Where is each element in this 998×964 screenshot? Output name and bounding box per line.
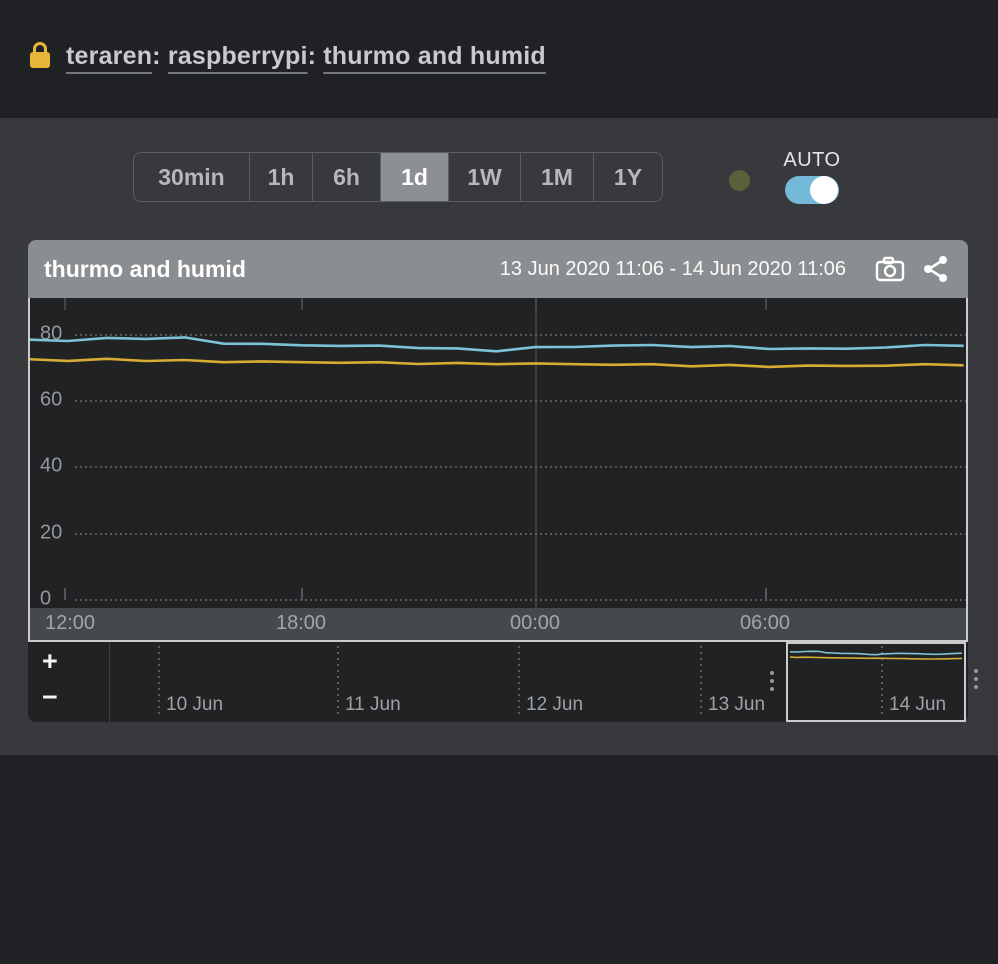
range-button-1W[interactable]: 1W — [449, 153, 521, 201]
x-tick-label: 18:00 — [275, 612, 327, 634]
plot-frame: 80 60 40 20 0 12:00 18:00 00:00 06:00 — [28, 298, 968, 642]
chart-lines — [30, 336, 964, 369]
range-button-1d[interactable]: 1d — [381, 153, 449, 201]
zoom-in-button[interactable]: + — [42, 646, 58, 676]
x-tick-label: 00:00 — [509, 612, 561, 634]
breadcrumb-link-raspberrypi[interactable]: raspberrypi — [167, 42, 308, 70]
gridline-60 — [75, 400, 966, 402]
range-button-30min[interactable]: 30min — [134, 153, 250, 201]
day-label: 12 Jun — [526, 694, 584, 715]
plot-area[interactable]: 80 60 40 20 0 — [30, 298, 966, 608]
chart-title: thurmo and humid — [44, 255, 246, 282]
toggle-knob — [810, 176, 838, 204]
timeline-navigator: + − 10 Jun 11 Jun 12 Jun 13 Jun 14 Jun — [28, 642, 968, 722]
auto-label: AUTO — [783, 149, 841, 171]
zoom-controls: + − — [28, 642, 110, 722]
zoom-out-button[interactable]: − — [42, 682, 58, 712]
auto-toggle[interactable] — [785, 176, 839, 204]
range-button-1M[interactable]: 1M — [521, 153, 594, 201]
breadcrumb-link-chart[interactable]: thurmo and humid — [323, 42, 546, 70]
chart-card: thurmo and humid 13 Jun 2020 11:06 - 14 … — [28, 240, 968, 722]
range-button-6h[interactable]: 6h — [313, 153, 381, 201]
chart-date-range: 13 Jun 2020 11:06 - 14 Jun 2020 11:06 — [499, 257, 846, 280]
gridline-20 — [75, 533, 966, 535]
day-separator — [881, 646, 883, 718]
legend-panel: di-inside di-out humid-inside humid-out … — [0, 755, 998, 964]
share-icon[interactable] — [920, 253, 952, 285]
x-axis-band: 12:00 18:00 00:00 06:00 — [30, 608, 966, 640]
day-separator — [518, 646, 520, 718]
breadcrumb: teraren: raspberrypi: thurmo and humid — [66, 42, 546, 71]
navigator-selection[interactable] — [786, 642, 966, 722]
chart-card-header: thurmo and humid 13 Jun 2020 11:06 - 14 … — [28, 240, 968, 298]
midnight-gridline — [535, 298, 537, 608]
x-tick-label: 06:00 — [739, 612, 791, 634]
selection-left-handle-icon[interactable] — [770, 671, 774, 691]
day-separator — [158, 646, 160, 718]
gridline-40 — [75, 466, 966, 468]
x-tick-mark — [765, 298, 767, 310]
gridline-80 — [75, 334, 966, 336]
day-label: 13 Jun — [708, 694, 766, 715]
day-separator — [337, 646, 339, 718]
breadcrumb-separator: : — [152, 42, 168, 70]
y-tick-label: 20 — [40, 521, 63, 544]
day-label: 14 Jun — [889, 694, 947, 715]
breadcrumb-link-teraren[interactable]: teraren — [66, 42, 153, 70]
x-tick-mark — [535, 298, 537, 310]
x-tick-mark — [301, 588, 303, 600]
camera-icon[interactable] — [874, 253, 906, 285]
gridline-0 — [75, 599, 966, 601]
range-button-1h[interactable]: 1h — [250, 153, 313, 201]
navigator-mini-chart — [789, 650, 963, 660]
day-label: 11 Jun — [345, 694, 401, 715]
x-tick-mark — [301, 298, 303, 310]
y-tick-label: 80 — [40, 322, 63, 345]
top-bar: teraren: raspberrypi: thurmo and humid — [0, 0, 998, 118]
x-tick-mark — [765, 588, 767, 600]
x-tick-mark — [64, 588, 66, 600]
y-tick-label: 60 — [40, 388, 63, 411]
x-tick-mark — [64, 298, 66, 310]
y-tick-label: 0 — [40, 587, 52, 608]
selection-right-handle-icon[interactable] — [974, 669, 978, 689]
status-dot-icon — [729, 170, 750, 191]
lock-icon — [30, 42, 50, 68]
y-tick-label: 40 — [40, 454, 63, 477]
time-range-selector: 30min 1h 6h 1d 1W 1M 1Y — [133, 152, 663, 202]
breadcrumb-separator: : — [307, 42, 324, 70]
day-label: 10 Jun — [166, 694, 224, 715]
day-separator — [700, 646, 702, 718]
x-tick-label: 12:00 — [44, 612, 96, 634]
range-button-1Y[interactable]: 1Y — [613, 163, 643, 190]
